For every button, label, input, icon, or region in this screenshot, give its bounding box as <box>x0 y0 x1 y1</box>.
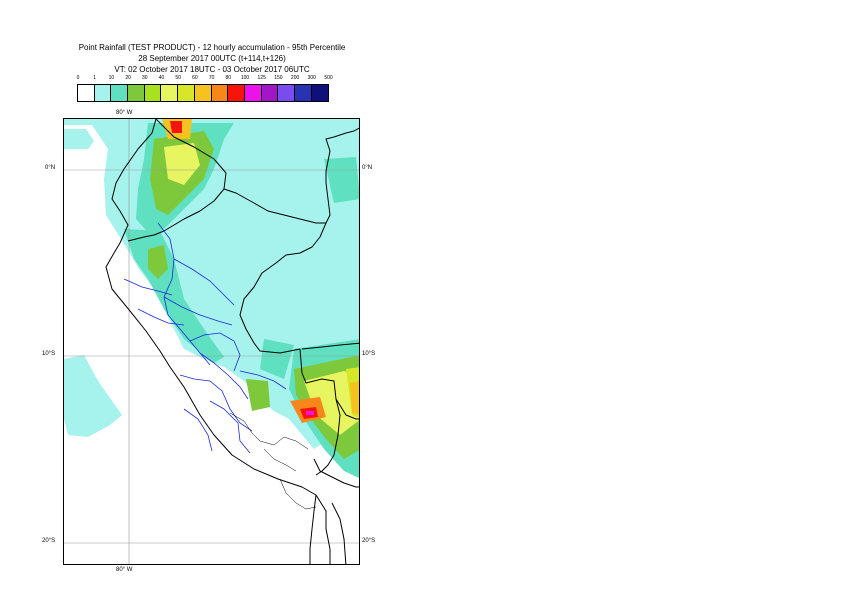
lat-label-0n-right: 0°N <box>362 165 373 171</box>
legend-swatch <box>278 85 295 101</box>
legend-swatch <box>261 85 279 101</box>
legend-tick-label: 50 <box>175 75 181 81</box>
legend-tick-label: 1 <box>93 75 97 81</box>
chart-title-line-2: 28 September 2017 00UTC (t+114,t+126) <box>138 54 286 63</box>
lat-label-10s-left: 10°S <box>42 351 56 357</box>
legend-tick-label: 40 <box>158 75 165 81</box>
legend-swatch <box>244 85 262 101</box>
legend-swatch <box>211 85 229 101</box>
legend-tick-label: 10 <box>108 75 115 81</box>
legend-tick-label: 70 <box>208 75 215 81</box>
legend-swatch <box>161 85 179 101</box>
chart-title-line-1: Point Rainfall (TEST PRODUCT) - 12 hourl… <box>78 43 346 52</box>
legend-swatch <box>294 85 312 101</box>
lat-label-0n-left: 0°N <box>45 165 56 171</box>
legend-swatch <box>311 85 329 101</box>
legend-swatch <box>78 85 95 101</box>
legend-swatch <box>144 85 162 101</box>
legend-tick-label: 80 <box>225 75 232 81</box>
lat-label-10s-right: 10°S <box>362 351 376 357</box>
lon-label-bottom: 80° W <box>116 567 133 573</box>
legend-tick-label: 300 <box>307 75 316 81</box>
legend-swatch <box>128 85 145 101</box>
lat-label-20s-right: 20°S <box>362 538 376 544</box>
lon-label-top: 80° W <box>116 110 133 116</box>
legend-tick-label: 125 <box>257 75 266 81</box>
legend-tick-label: 150 <box>274 75 283 81</box>
legend-tick-label: 100 <box>240 75 250 81</box>
legend-swatch <box>94 85 112 101</box>
color-legend <box>77 84 330 102</box>
legend-swatch <box>178 85 195 101</box>
legend-tick-label: 200 <box>290 75 300 81</box>
lat-label-20s-left: 20°S <box>42 538 56 544</box>
legend-swatch <box>228 85 245 101</box>
map-canvas <box>64 119 359 564</box>
legend-swatch <box>194 85 212 101</box>
legend-tick-label: 20 <box>125 75 131 81</box>
legend-swatch <box>111 85 129 101</box>
legend-tick-label: 500 <box>324 75 333 81</box>
legend-tick-label: 0 <box>76 75 80 81</box>
rainfall-map <box>63 118 360 565</box>
legend-tick-label: 30 <box>142 75 148 81</box>
legend-tick-labels: 0 1 10 20 30 40 50 60 70 80 100 125 150 200 300 500 <box>0 75 420 84</box>
legend-tick-label: 60 <box>192 75 198 81</box>
chart-title-line-3: VT: 02 October 2017 18UTC - 03 October 2… <box>114 65 310 74</box>
